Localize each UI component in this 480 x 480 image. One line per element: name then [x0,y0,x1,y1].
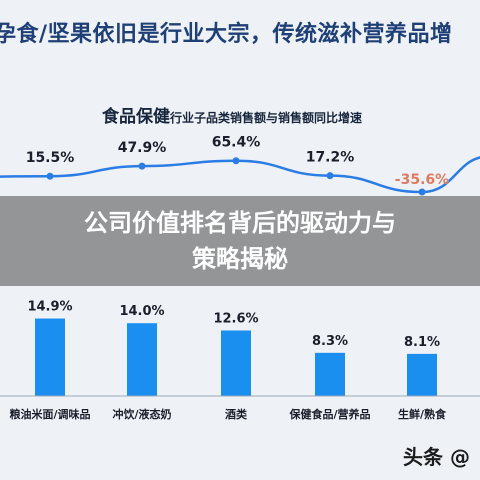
growth-label: 65.4% [212,135,261,151]
banner-title: 公司价值排名背后的驱动力与 策略揭秘 [0,205,480,277]
category-label: 冲饮/液态奶 [112,407,171,421]
chart-subtitle: 食品保健行业子品类销售额与销售额同比增速 [102,102,362,127]
growth-point [46,172,54,180]
bar-value-label: 14.9% [27,300,72,315]
category-label: 保健食品/营养品 [288,407,370,421]
sales-bar [315,352,345,396]
growth-label: 47.9% [118,140,167,156]
bar-value-label: 12.6% [213,311,258,326]
overlay-banner [0,196,480,286]
sales-bar [127,323,157,396]
growth-label: 17.2% [306,150,355,166]
sales-bar [407,353,437,396]
growth-point [418,188,426,196]
growth-point [138,162,146,170]
growth-label: 15.5% [26,150,75,166]
bar-value-label: 14.0% [119,304,164,319]
category-label: 酒类 [225,407,248,421]
sales-bar [221,330,251,396]
growth-line-layer: 15.5%47.9%65.4%17.2%-35.6%8 [0,135,480,196]
growth-label: -35.6% [395,172,449,188]
subtitle-sub: 行业子品类销售额与销售额同比增速 [170,111,363,125]
sales-bar-layer: 14.9% 14.0% 12.6% 8.3% 8.1% [27,300,440,396]
banner-line-1: 公司价值排名背后的驱动力与 [84,209,396,237]
bar-value-label: 8.3% [312,334,348,349]
subtitle-main: 食品保健 [102,107,170,127]
category-label: 生鲜/熟食 [398,407,447,421]
sales-bar [35,318,65,396]
category-label: 粮油米面/调味品 [9,407,90,421]
growth-point [326,172,334,180]
bar-value-label: 8.1% [404,335,440,350]
watermark: 头条 @ [403,445,470,469]
headline: 孕食/坚果依旧是行业大宗，传统滋补营养品增 [0,22,453,47]
banner-line-2: 策略揭秘 [192,245,288,273]
growth-point [232,157,240,165]
